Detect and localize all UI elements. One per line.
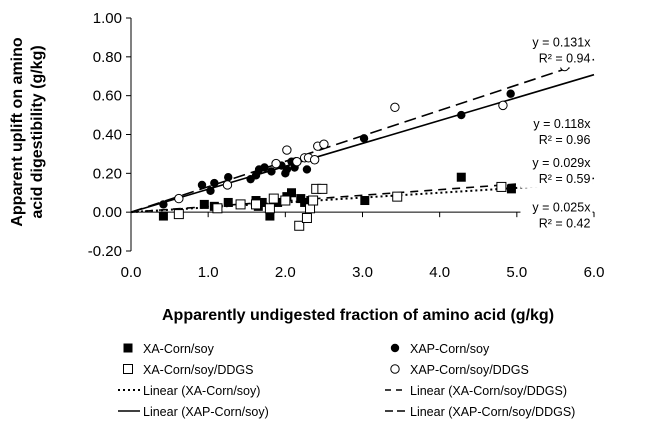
legend: XA-Corn/soy XAP-Corn/soy XA-Corn/soy/DDGS X… <box>118 342 575 419</box>
trendline-r2: R² = 0.96 <box>539 133 591 147</box>
axes: -0.20 0.00 0.20 0.40 0.60 0.80 1.00 0.0 1.0 2.0 3.… <box>88 10 605 281</box>
legend-marker <box>390 343 400 353</box>
trendline-equation: y = 0.118x <box>533 117 591 131</box>
trendline-labels: y = 0.025x R² = 0.42 y = 0.029x R² = 0.59 y … <box>520 33 593 233</box>
data-point-xa-corn-soy-ddgs <box>496 181 507 192</box>
y-tick-label: 0.00 <box>93 204 122 221</box>
legend-marker <box>123 364 133 374</box>
x-axis-title: Apparently undigested fraction of amino … <box>162 307 554 324</box>
y-tick-label: 0.40 <box>93 127 122 144</box>
data-point-xap-corn-soy-ddgs <box>309 155 320 165</box>
legend-label: XA-Corn/soy <box>143 342 215 356</box>
trendline-equation: y = 0.025x <box>532 201 591 215</box>
data-point-xap-corn-soy <box>260 163 269 172</box>
data-point-xap-corn-soy <box>267 167 276 176</box>
legend-marker <box>123 343 133 353</box>
data-point-xap-corn-soy-ddgs <box>390 102 400 113</box>
data-point-xap-corn-soy <box>206 186 215 196</box>
data-point-xap-corn-soy <box>159 200 168 209</box>
data-points <box>158 61 570 231</box>
data-point-xa-corn-soy-ddgs <box>301 212 312 223</box>
y-tick-label: -0.20 <box>88 243 122 260</box>
trendline-equation: y = 0.029x <box>532 156 591 170</box>
data-point-xa-corn-soy-ddgs <box>280 195 291 206</box>
x-tick-label: 1.0 <box>198 264 219 281</box>
data-point-xa-corn-soy-ddgs <box>251 199 262 210</box>
data-point-xap-corn-soy-ddgs <box>222 180 233 190</box>
data-point-xap-corn-soy-ddgs <box>174 193 184 204</box>
data-point-xa-corn-soy-ddgs <box>308 195 319 206</box>
trendline-r2: R² = 0.42 <box>539 217 591 231</box>
legend-label: XAP-Corn/soy <box>410 342 490 356</box>
legend-marker <box>390 364 400 374</box>
data-point-xap-corn-soy <box>302 165 312 174</box>
data-point-xa-corn-soy-ddgs <box>173 209 184 220</box>
legend-label: Linear (XAP-Corn/soy/DDGS) <box>410 405 575 419</box>
x-tick-label: 6.0 <box>584 264 605 281</box>
data-point-xa-corn-soy-ddgs <box>268 193 279 204</box>
data-point-xap-corn-soy <box>359 134 369 143</box>
data-point-xa-corn-soy-ddgs <box>392 191 403 202</box>
trendline-label-box <box>520 33 593 68</box>
y-axis-title-line-1: Apparent uplift on amino <box>9 37 26 227</box>
data-point-xa-corn-soy-ddgs <box>212 203 223 214</box>
data-point-xa-corn-soy-ddgs <box>264 203 275 214</box>
data-point-xap-corn-soy <box>506 89 515 98</box>
data-point-xa-corn-soy <box>265 211 275 221</box>
data-point-xap-corn-soy <box>197 180 207 190</box>
data-point-xa-corn-soy <box>257 197 267 207</box>
trendline-equation: y = 0.131x <box>532 35 591 49</box>
data-point-xap-corn-soy-ddgs <box>271 158 281 169</box>
data-point-xap-corn-soy-ddgs <box>319 139 329 149</box>
data-point-xa-corn-soy-ddgs <box>294 220 305 231</box>
y-axis-title-line-2: acid digestibility (g/kg) <box>29 45 46 218</box>
legend-label: Linear (XA-Corn/soy) <box>143 384 260 398</box>
data-point-xa-corn-soy <box>158 211 168 221</box>
y-tick-label: 0.80 <box>93 49 122 66</box>
legend-label: Linear (XA-Corn/soy/DDGS) <box>410 384 567 398</box>
data-point-xa-corn-soy <box>223 197 233 207</box>
legend-label: Linear (XAP-Corn/soy) <box>143 405 269 419</box>
data-point-xap-corn-soy <box>457 110 466 120</box>
trendline-r2: R² = 0.94 <box>539 51 591 65</box>
data-point-xa-corn-soy <box>456 172 466 182</box>
data-point-xap-corn-soy-ddgs <box>282 145 292 155</box>
x-tick-label: 2.0 <box>275 264 296 281</box>
data-point-xap-corn-soy <box>224 173 233 182</box>
data-point-xa-corn-soy <box>287 188 297 198</box>
x-tick-label: 4.0 <box>429 264 450 281</box>
trendline-label-box <box>520 198 593 233</box>
data-point-xa-corn-soy <box>506 184 516 194</box>
data-point-xa-corn-soy <box>199 199 209 209</box>
data-point-xa-corn-soy-ddgs <box>317 183 328 194</box>
y-tick-label: 0.60 <box>93 88 122 105</box>
x-tick-label: 0.0 <box>121 264 142 281</box>
x-tick-label: 3.0 <box>352 264 373 281</box>
y-tick-label: 0.20 <box>93 165 122 182</box>
data-point-xap-corn-soy-ddgs <box>292 156 302 167</box>
data-point-xa-corn-soy <box>360 196 370 206</box>
data-point-xa-corn-soy-ddgs <box>235 199 246 210</box>
data-point-xap-corn-soy-ddgs <box>498 100 508 111</box>
data-point-xa-corn-soy <box>300 197 310 207</box>
legend-label: XA-Corn/soy/DDGS <box>143 363 253 377</box>
trendline-label-box <box>520 115 593 150</box>
legend-label: XAP-Corn/soy/DDGS <box>410 363 529 377</box>
x-tick-label: 5.0 <box>506 264 527 281</box>
data-point-xap-corn-soy <box>210 178 219 188</box>
y-tick-label: 1.00 <box>93 10 122 27</box>
data-point-xap-corn-soy <box>282 165 292 174</box>
trendline-r2: R² = 0.59 <box>539 172 591 186</box>
trendline-label-box <box>520 153 593 188</box>
